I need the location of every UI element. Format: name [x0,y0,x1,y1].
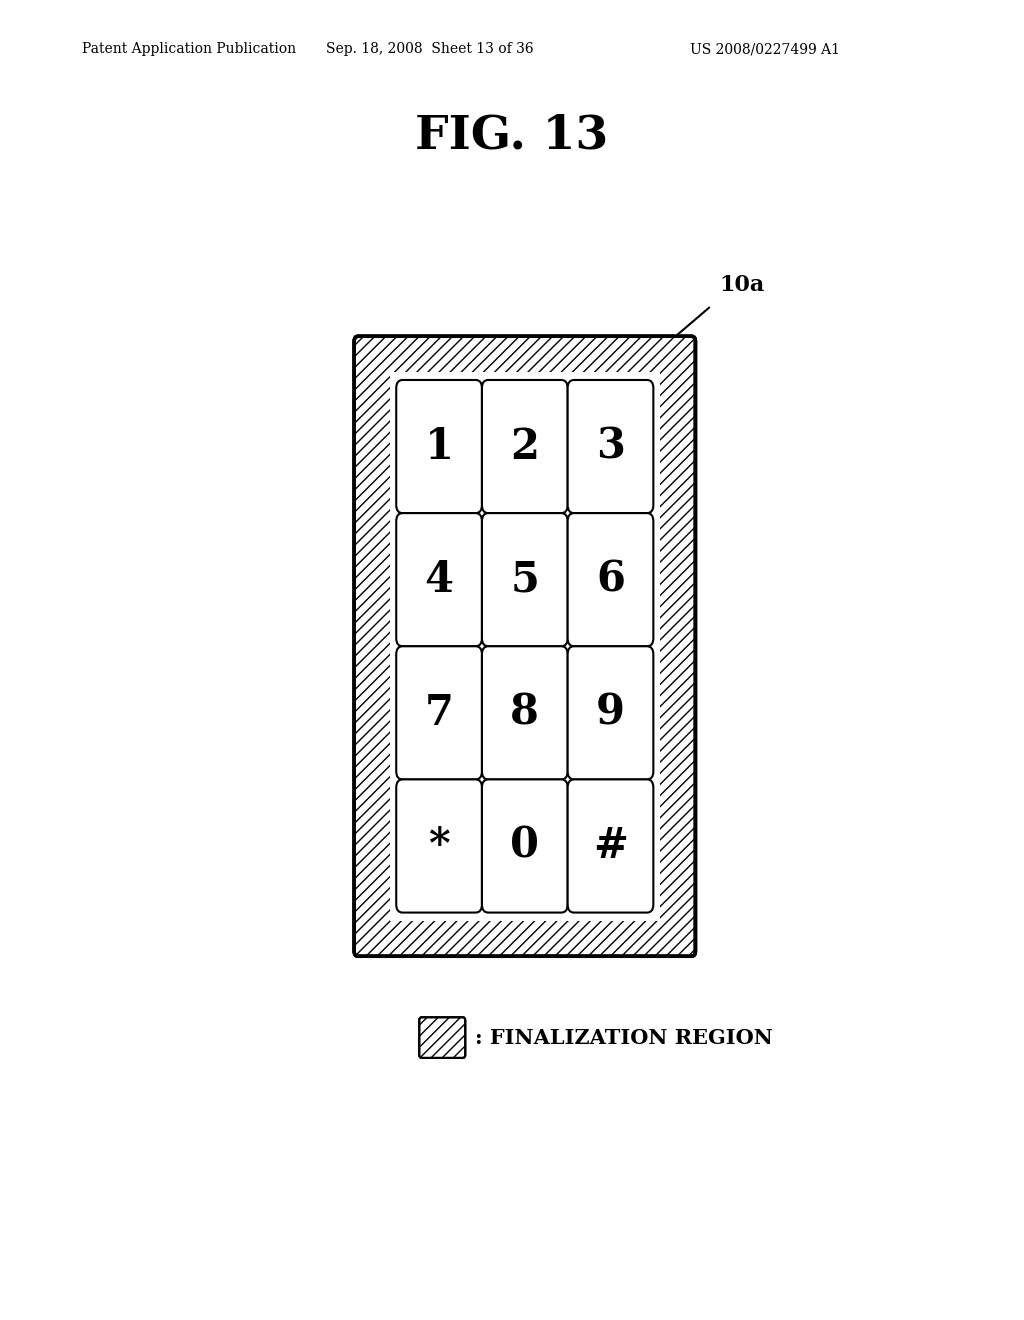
Text: 9: 9 [596,692,625,734]
Bar [390,904,659,921]
FancyBboxPatch shape [396,779,482,912]
Text: 7: 7 [425,692,454,734]
Text: 10a: 10a [719,273,765,296]
Bar [390,638,659,655]
Text: 8: 8 [510,692,540,734]
Text: 0: 0 [510,825,540,867]
Text: 2: 2 [510,425,540,467]
FancyBboxPatch shape [482,380,567,513]
FancyBboxPatch shape [482,513,567,647]
Text: 6: 6 [596,558,625,601]
FancyBboxPatch shape [396,647,482,779]
Text: : FINALIZATION REGION: : FINALIZATION REGION [475,1027,773,1048]
Text: FIG. 13: FIG. 13 [416,112,608,158]
FancyBboxPatch shape [567,380,653,513]
Text: 1: 1 [425,425,454,467]
Bar [561,372,574,921]
Text: #: # [593,825,628,867]
Bar [390,771,659,788]
FancyBboxPatch shape [419,1018,465,1057]
Bar [390,372,659,388]
FancyBboxPatch shape [482,647,567,779]
FancyBboxPatch shape [567,647,653,779]
Text: 5: 5 [510,558,540,601]
FancyBboxPatch shape [567,513,653,647]
Text: US 2008/0227499 A1: US 2008/0227499 A1 [690,42,840,57]
Bar [475,372,488,921]
FancyBboxPatch shape [354,337,695,956]
FancyBboxPatch shape [567,779,653,912]
Bar [647,372,659,921]
FancyBboxPatch shape [482,779,567,912]
Text: Sep. 18, 2008  Sheet 13 of 36: Sep. 18, 2008 Sheet 13 of 36 [327,42,534,57]
Bar [390,506,659,521]
Text: 3: 3 [596,425,625,467]
Bar [390,372,402,921]
Text: *: * [428,825,450,867]
FancyBboxPatch shape [396,380,482,513]
Text: Patent Application Publication: Patent Application Publication [82,42,296,57]
Text: 4: 4 [425,558,454,601]
Bar [390,372,659,921]
FancyBboxPatch shape [396,513,482,647]
